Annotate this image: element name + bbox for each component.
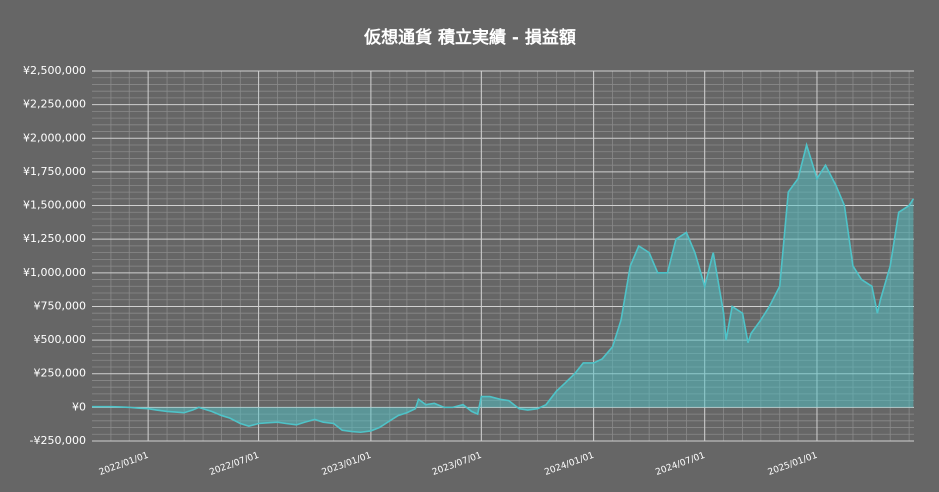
y-tick-label: ¥1,250,000 <box>23 232 86 245</box>
y-tick-label: ¥250,000 <box>34 367 87 380</box>
y-tick-label: ¥1,000,000 <box>23 266 86 279</box>
chart-title: 仮想通貨 積立実績 - 損益額 <box>363 27 576 48</box>
y-tick-label: ¥0 <box>72 400 86 413</box>
y-tick-label: ¥2,250,000 <box>23 98 86 111</box>
line <box>92 142 915 434</box>
y-tick-label: ¥2,000,000 <box>23 131 86 144</box>
y-tick-label: ¥1,750,000 <box>23 165 86 178</box>
area <box>92 145 914 433</box>
y-tick-label: ¥1,500,000 <box>23 199 86 212</box>
y-tick-label: -¥250,000 <box>30 434 86 447</box>
y-tick-label: ¥2,500,000 <box>23 64 86 77</box>
y-tick-label: ¥750,000 <box>34 299 87 312</box>
y-tick-label: ¥500,000 <box>34 333 87 346</box>
